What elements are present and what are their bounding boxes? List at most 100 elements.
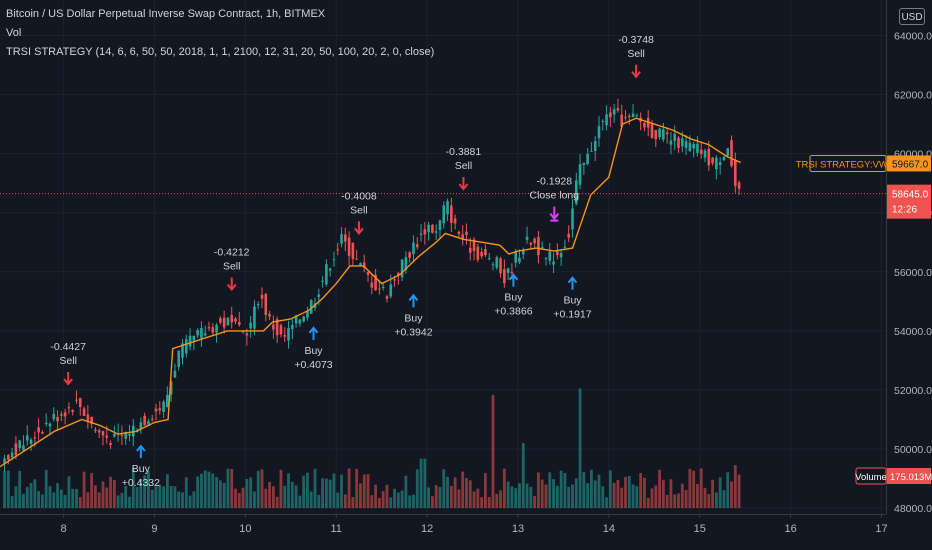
trade-label: Sell bbox=[350, 204, 368, 216]
volume-bar bbox=[241, 487, 245, 508]
volume-bar bbox=[249, 477, 253, 508]
candle-body bbox=[188, 335, 192, 347]
candle-body bbox=[627, 115, 631, 117]
candle-body bbox=[480, 252, 483, 257]
vwap-tag-label: TRSI STRATEGY:VWAP bbox=[796, 159, 901, 170]
candle-body bbox=[196, 330, 199, 336]
candle-body bbox=[154, 408, 158, 412]
candle-body bbox=[241, 331, 245, 333]
candle-body bbox=[60, 414, 63, 416]
volume-bar bbox=[612, 482, 616, 508]
candle-body bbox=[650, 124, 654, 138]
volume-bar bbox=[328, 479, 332, 508]
candle-body bbox=[601, 120, 605, 122]
volume-bar bbox=[313, 468, 317, 508]
volume-bar bbox=[680, 483, 684, 508]
buy-arrow-head-icon bbox=[308, 326, 319, 334]
candle-body bbox=[404, 257, 408, 270]
volume-bar bbox=[722, 490, 726, 508]
x-tick-label: 16 bbox=[784, 523, 796, 535]
trade-profit: +0.4073 bbox=[294, 359, 332, 371]
candle-body bbox=[29, 439, 33, 444]
candle-body bbox=[703, 150, 707, 158]
currency-button[interactable]: USD bbox=[899, 8, 925, 25]
volume-bar bbox=[393, 488, 396, 508]
arrow-head-icon bbox=[549, 212, 560, 221]
volume-bar bbox=[673, 494, 677, 508]
volume-bar bbox=[78, 497, 82, 508]
candle-body bbox=[484, 249, 487, 256]
trade-label: Sell bbox=[455, 160, 473, 172]
volume-bar bbox=[540, 479, 544, 508]
volume-bar bbox=[593, 480, 597, 508]
volume-bar bbox=[63, 494, 67, 508]
candle-body bbox=[707, 148, 711, 166]
candle-body bbox=[158, 408, 162, 411]
volume-tag-value: 175.013M bbox=[890, 472, 932, 483]
candle-body bbox=[306, 311, 309, 318]
volume-bar bbox=[423, 458, 427, 508]
volume-bar bbox=[627, 476, 631, 508]
candle-body bbox=[249, 322, 252, 329]
volume-bar bbox=[222, 482, 226, 508]
volume-bar bbox=[173, 486, 177, 508]
candle-body bbox=[362, 262, 366, 268]
candle-body bbox=[177, 350, 181, 368]
candle-body bbox=[162, 401, 165, 413]
candle-body bbox=[593, 141, 597, 152]
x-tick-label: 10 bbox=[239, 523, 251, 535]
candle-body bbox=[298, 319, 302, 324]
volume-bar bbox=[90, 472, 94, 508]
candle-body bbox=[378, 288, 381, 290]
candle-body bbox=[82, 408, 86, 417]
y-tick-label: 54000.0 bbox=[894, 326, 932, 338]
volume-bar bbox=[211, 473, 215, 508]
candle-body bbox=[635, 115, 639, 117]
volume-bar bbox=[457, 489, 461, 508]
candle-body bbox=[537, 236, 540, 256]
trade-profit: -0.4008 bbox=[341, 190, 377, 202]
candle-body bbox=[226, 317, 230, 326]
volume-bar bbox=[714, 492, 718, 508]
volume-bar bbox=[555, 485, 559, 508]
candle-body bbox=[680, 138, 684, 147]
candle-body bbox=[518, 257, 521, 263]
trade-label: Close long bbox=[530, 190, 580, 202]
candle-body bbox=[514, 252, 517, 263]
trade-label: Sell bbox=[627, 48, 645, 60]
candle-body bbox=[48, 423, 52, 427]
candle-body bbox=[389, 284, 393, 297]
volume-bar bbox=[44, 469, 48, 508]
candle-body bbox=[408, 252, 411, 258]
volume-bar bbox=[495, 493, 499, 508]
volume-bar bbox=[521, 443, 525, 508]
candle-body bbox=[521, 250, 525, 255]
candle-body bbox=[317, 294, 321, 298]
volume-bar bbox=[590, 469, 593, 508]
volume-bar bbox=[33, 479, 37, 508]
candle-body bbox=[631, 113, 635, 118]
candle-body bbox=[336, 249, 340, 251]
candle-body bbox=[699, 149, 703, 155]
candle-body bbox=[612, 109, 616, 115]
candle-body bbox=[434, 231, 438, 233]
candle-body bbox=[169, 381, 173, 395]
volume-bar bbox=[75, 488, 78, 508]
candle-body bbox=[328, 268, 332, 271]
candle-body bbox=[559, 252, 563, 258]
volume-bar bbox=[389, 497, 393, 508]
volume-bar bbox=[427, 487, 431, 508]
volume-bar bbox=[181, 492, 184, 508]
volume-bar bbox=[476, 488, 480, 508]
candle-body bbox=[654, 130, 658, 140]
volume-bar bbox=[56, 483, 59, 508]
volume-bar bbox=[552, 479, 555, 508]
volume-bar bbox=[37, 491, 41, 508]
volume-bar bbox=[347, 468, 351, 508]
volume-bar bbox=[646, 497, 650, 508]
candle-body bbox=[279, 325, 283, 335]
volume-bar bbox=[207, 471, 211, 508]
volume-bar bbox=[192, 491, 196, 508]
symbol-title: Bitcoin / US Dollar Perpetual Inverse Sw… bbox=[6, 8, 326, 20]
